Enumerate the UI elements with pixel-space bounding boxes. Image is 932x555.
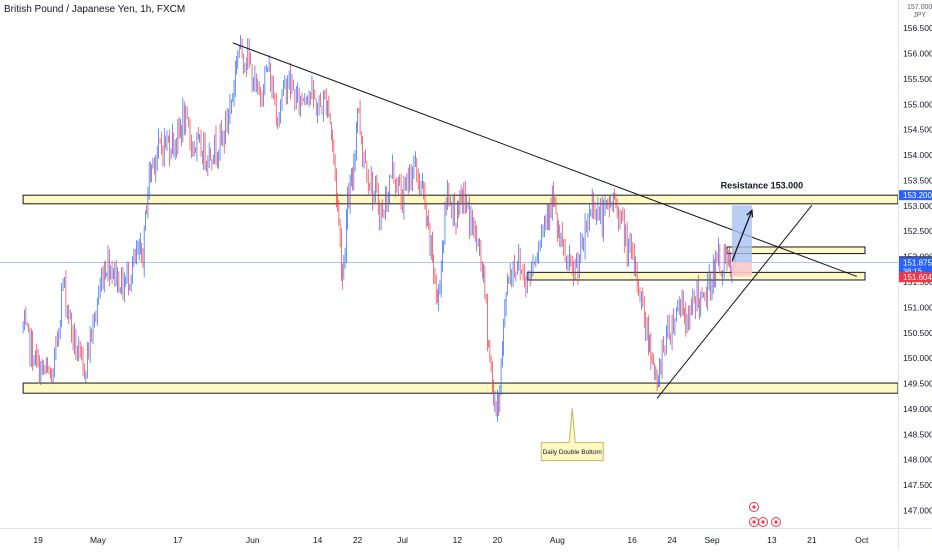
y-tick-label: 150.500: [903, 328, 932, 338]
candles-layer: [22, 34, 737, 423]
long-position-stop[interactable]: [731, 262, 752, 277]
economic-events[interactable]: [749, 502, 781, 527]
x-tick-label: May: [90, 535, 107, 545]
x-tick-label: Sep: [704, 535, 719, 545]
countdown-label: 38:15: [903, 266, 922, 275]
x-tick-label: Jul: [397, 535, 408, 545]
time-axis[interactable]: 19 May 17 Jun 14 22 Jul 12 20 Aug 16 24 Sep 13 21 Oct: [33, 535, 869, 545]
x-tick-label: Aug: [550, 535, 565, 545]
sr-zone[interactable]: [22, 382, 899, 394]
x-tick-label: Jun: [246, 535, 260, 545]
y-tick-label: 152.500: [903, 226, 932, 236]
x-tick-label: 13: [767, 535, 777, 545]
price-badge-label: 153.200: [903, 191, 932, 200]
currency-code: JPY: [913, 12, 927, 19]
y-tick-label: 154.500: [903, 125, 932, 135]
y-tick-label: 147.500: [903, 480, 932, 490]
event-dot-icon: [752, 520, 756, 524]
x-tick-label: 19: [33, 535, 43, 545]
y-tick-label: 156.000: [903, 49, 932, 59]
x-tick-label: 12: [453, 535, 463, 545]
resistance-label[interactable]: Resistance 153.000: [721, 181, 804, 191]
y-tick-label: 154.000: [903, 150, 932, 160]
price-badge: [899, 190, 932, 201]
y-tick-label: 148.000: [903, 455, 932, 465]
x-tick-label: 24: [667, 535, 677, 545]
trendlines-layer: [232, 42, 857, 399]
y-tick-label: 149.500: [903, 379, 932, 389]
y-tick-label: 151.000: [903, 302, 932, 312]
y-tick-label: 148.500: [903, 429, 932, 439]
price-axis-top-label: 157.000: [907, 4, 932, 11]
y-tick-label: 155.000: [903, 99, 932, 109]
x-tick-label: 20: [493, 535, 503, 545]
annotations-layer: Resistance 153.000 Daily Double Bottom: [540, 181, 804, 462]
y-tick-label: 153.500: [903, 175, 932, 185]
x-tick-label: 22: [353, 535, 363, 545]
sr-zone[interactable]: [22, 194, 899, 205]
y-tick-label: 156.500: [903, 23, 932, 33]
arrow-line[interactable]: [731, 210, 753, 262]
price-badge-label: 151.875: [903, 258, 932, 267]
x-tick-label: 17: [173, 535, 183, 545]
price-badge: [899, 257, 932, 276]
callout-box[interactable]: [540, 408, 604, 462]
x-tick-label: Oct: [855, 535, 869, 545]
y-tick-label: 153.000: [903, 201, 932, 211]
long-position-layer: [731, 205, 754, 277]
y-tick-label: 150.000: [903, 353, 932, 363]
x-tick-label: 16: [627, 535, 637, 545]
x-tick-label: 14: [313, 535, 323, 545]
price-badge: [899, 272, 932, 283]
trendline[interactable]: [232, 42, 857, 277]
arrow-head-icon: [746, 209, 754, 218]
event-dot-icon: [774, 520, 778, 524]
chart-title[interactable]: British Pound / Japanese Yen, 1h, FXCM: [4, 4, 186, 15]
y-tick-label: 149.000: [903, 404, 932, 414]
callout-label[interactable]: Daily Double Bottom: [543, 449, 602, 456]
y-tick-label: 147.000: [903, 506, 932, 516]
trendline[interactable]: [656, 205, 813, 399]
event-dot-icon: [752, 505, 756, 509]
currency-label: 157.000 JPY: [907, 4, 932, 20]
x-tick-label: 21: [807, 535, 817, 545]
y-tick-label: 155.500: [903, 74, 932, 84]
event-dot-icon: [761, 520, 765, 524]
price-badge-label: 151.604: [903, 273, 932, 282]
